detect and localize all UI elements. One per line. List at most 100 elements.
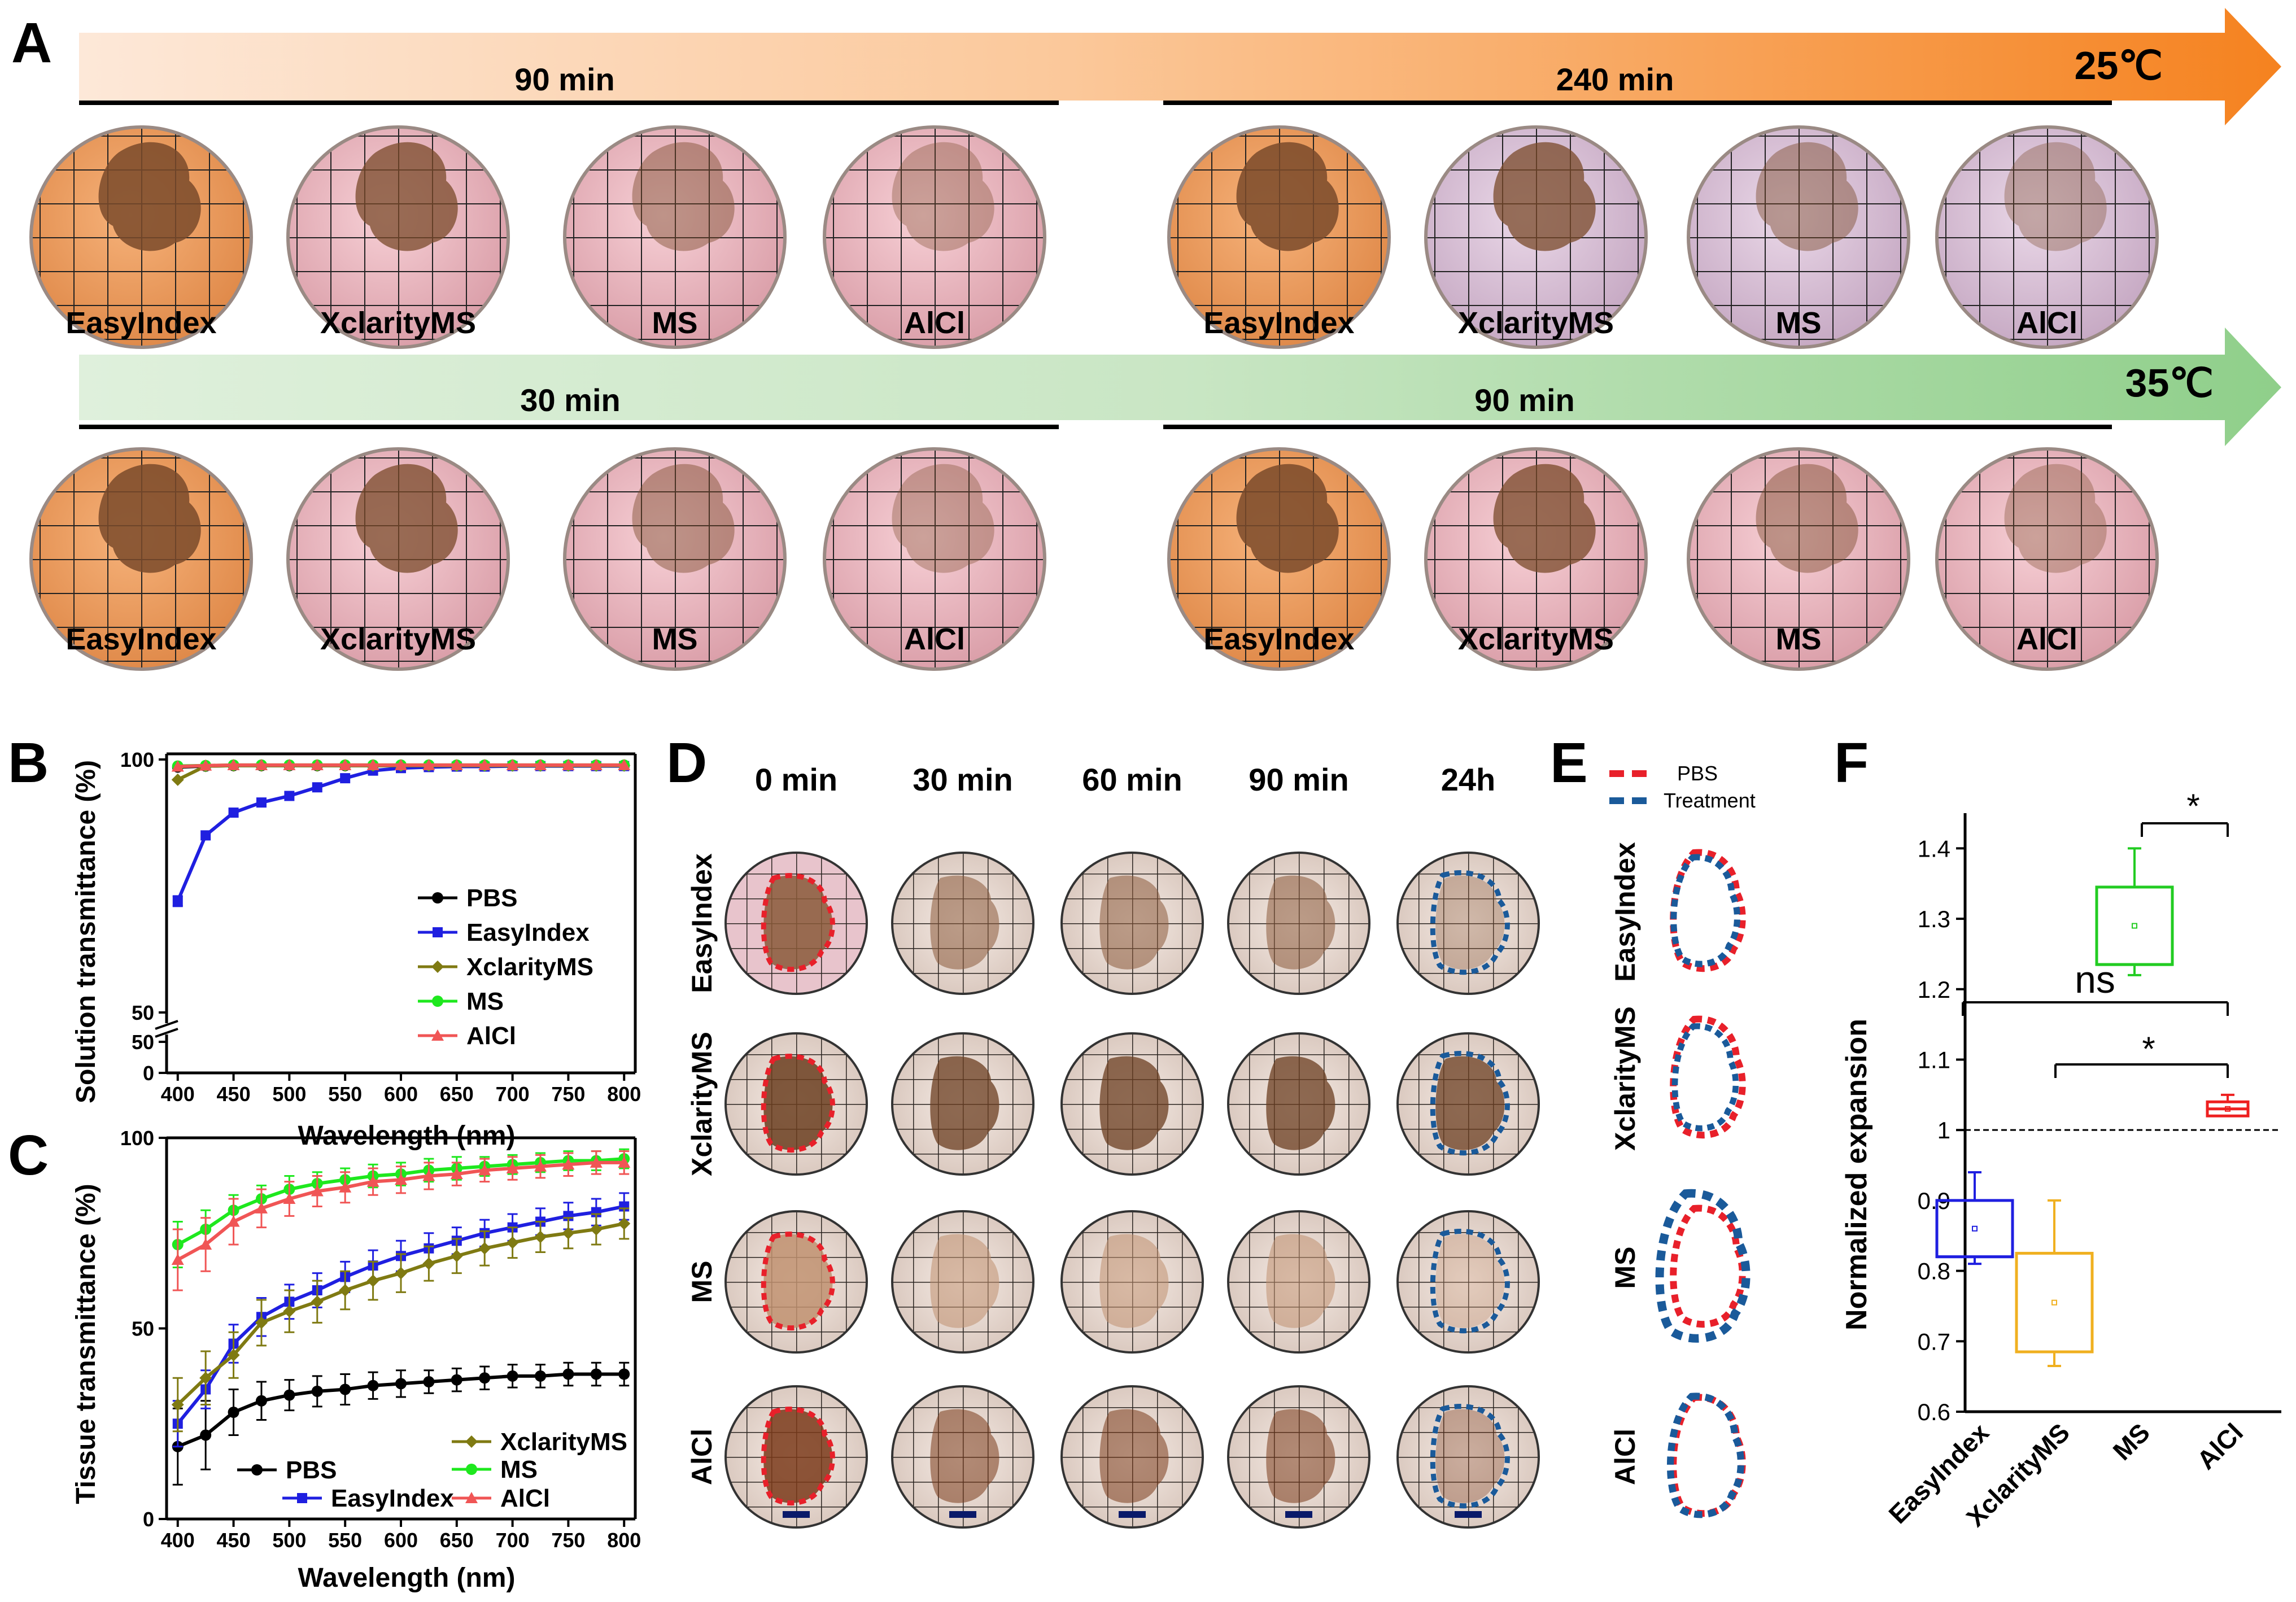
data-point bbox=[395, 1378, 407, 1390]
series-easyindex bbox=[172, 1192, 630, 1448]
dish bbox=[1396, 1032, 1540, 1176]
dish bbox=[1227, 1385, 1370, 1529]
brain-slice bbox=[892, 142, 994, 251]
data-point bbox=[227, 1215, 240, 1227]
dish-rim bbox=[724, 1032, 868, 1176]
dish bbox=[1396, 852, 1540, 995]
dish-label: MS bbox=[652, 622, 698, 656]
pbs-outline bbox=[761, 1407, 835, 1506]
brain-slice bbox=[1493, 142, 1596, 251]
dish-grid bbox=[1937, 127, 2157, 347]
box bbox=[2095, 885, 2174, 966]
dish-grid bbox=[565, 449, 785, 669]
temperature-arrow-35: 35℃ 30 min 90 min bbox=[79, 328, 2281, 446]
sig-label-1: * bbox=[2186, 787, 2199, 825]
dish bbox=[563, 447, 787, 671]
data-point bbox=[339, 1284, 352, 1297]
dish-rim bbox=[891, 852, 1034, 995]
brain-slice bbox=[632, 142, 735, 251]
data-point bbox=[450, 758, 463, 770]
dish-rim bbox=[29, 125, 253, 349]
dish-rim bbox=[1060, 1385, 1204, 1529]
brain-slice bbox=[1266, 1409, 1335, 1503]
dish-rim bbox=[724, 852, 868, 995]
dish bbox=[1167, 447, 1391, 671]
data-point bbox=[228, 1407, 239, 1418]
dish-grid-group bbox=[1398, 1386, 1539, 1527]
dish-rim bbox=[1227, 1032, 1370, 1176]
dish-grid bbox=[824, 449, 1045, 669]
dish-grid bbox=[565, 127, 785, 347]
dish-rim bbox=[1227, 1210, 1370, 1354]
dish-rim bbox=[1396, 1210, 1540, 1354]
dish-grid-group bbox=[31, 127, 251, 347]
dish-rim bbox=[724, 1385, 868, 1529]
treatment-outline bbox=[1430, 1404, 1510, 1509]
x-tick-label: 650 bbox=[440, 1082, 474, 1106]
data-point bbox=[451, 1374, 462, 1386]
dish-grid-group bbox=[726, 1211, 867, 1352]
data-point bbox=[255, 758, 268, 770]
data-point bbox=[171, 760, 184, 772]
dish bbox=[1060, 1210, 1204, 1354]
data-point bbox=[478, 1164, 491, 1176]
panel-letter-c: C bbox=[8, 1124, 49, 1187]
panel-letter-a: A bbox=[11, 11, 52, 75]
legend-label: MS bbox=[500, 1456, 538, 1483]
data-point bbox=[171, 773, 184, 786]
dish-grid-group bbox=[1398, 1211, 1539, 1352]
dish-rim bbox=[1060, 852, 1204, 995]
time-label-row1-g2: 240 min bbox=[1556, 62, 1674, 97]
y-tick-label: 1.2 bbox=[1918, 976, 1950, 1003]
dish-grid-group bbox=[1426, 127, 1646, 347]
brain-slice bbox=[930, 875, 999, 970]
series-line bbox=[176, 764, 625, 902]
dish-label: XclarityMS bbox=[1458, 306, 1614, 340]
data-point bbox=[256, 797, 267, 808]
legend-label: MS bbox=[466, 988, 504, 1015]
dish-rim bbox=[29, 447, 253, 671]
legend-label: EasyIndex bbox=[331, 1485, 454, 1512]
brain-slice bbox=[1435, 875, 1505, 970]
column-header: 24h bbox=[1441, 762, 1496, 797]
brain-slice bbox=[1266, 1056, 1335, 1150]
data-point bbox=[506, 1236, 519, 1249]
series-alcl bbox=[171, 1150, 631, 1291]
scale-bar bbox=[1455, 1511, 1482, 1518]
row-header: EasyIndex bbox=[1609, 842, 1641, 982]
data-point bbox=[618, 1156, 631, 1168]
dish-label: MS bbox=[652, 306, 698, 340]
data-point bbox=[255, 1202, 268, 1213]
legend-pbs-label: PBS bbox=[1677, 762, 1718, 785]
temperature-label-25: 25℃ bbox=[2075, 43, 2163, 88]
brain-slice bbox=[2004, 142, 2107, 251]
data-point bbox=[366, 1175, 379, 1187]
dish bbox=[724, 1210, 868, 1354]
dish-rim bbox=[724, 1210, 868, 1354]
y-tick-label: 50 bbox=[132, 1317, 154, 1341]
time-label-row2-g1: 30 min bbox=[520, 382, 620, 418]
dish-grid-group bbox=[1062, 853, 1203, 994]
dish-label: EasyIndex bbox=[1203, 306, 1354, 340]
brain-slice bbox=[1236, 464, 1339, 573]
data-point bbox=[283, 758, 296, 770]
y-tick-label: 50 bbox=[132, 1031, 154, 1054]
brain-slice bbox=[1099, 1409, 1169, 1503]
dish bbox=[1227, 852, 1370, 995]
legend-marker bbox=[466, 1464, 477, 1475]
brain-slice bbox=[1266, 875, 1335, 970]
dish-label: XclarityMS bbox=[1458, 622, 1614, 656]
data-point bbox=[478, 1242, 491, 1255]
x-tick-label: 450 bbox=[217, 1529, 251, 1552]
legend-label: XclarityMS bbox=[466, 953, 593, 981]
panel-letter-e: E bbox=[1550, 731, 1588, 795]
data-point bbox=[367, 1380, 379, 1391]
chart-f-ylabel: Normalized expansion bbox=[1840, 1019, 1873, 1330]
y-tick-label: 0 bbox=[143, 1508, 154, 1531]
mean-marker bbox=[2132, 923, 2137, 929]
dish-grid-group bbox=[1228, 853, 1369, 994]
data-point bbox=[283, 1389, 295, 1401]
brain-slice bbox=[1099, 1234, 1169, 1328]
dish bbox=[1424, 447, 1648, 671]
dish bbox=[286, 447, 510, 671]
